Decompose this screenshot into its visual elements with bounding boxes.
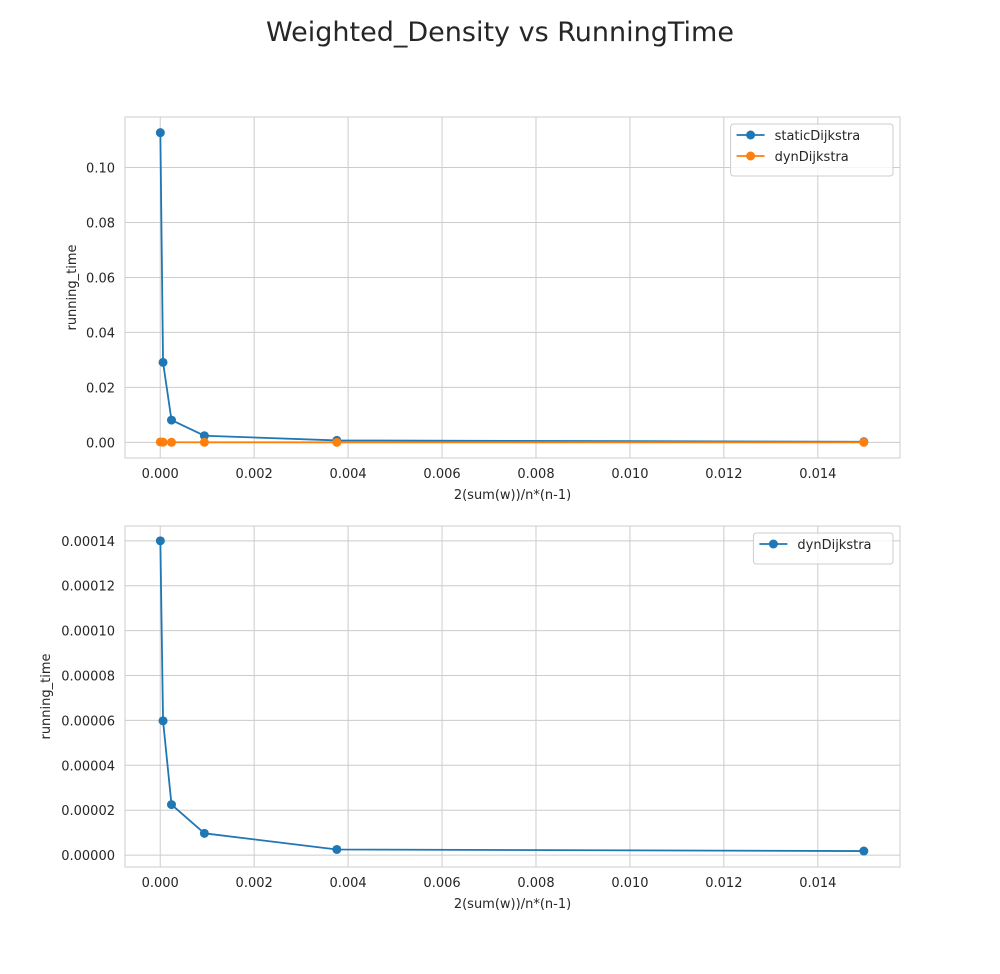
y-tick-label: 0.00 xyxy=(86,436,115,451)
x-tick-label: 0.008 xyxy=(517,467,554,482)
x-tick-label: 0.006 xyxy=(423,467,460,482)
series-line-staticDijkstra xyxy=(159,132,864,443)
data-point-staticDijkstra xyxy=(155,128,165,138)
legend-marker-dynDijkstra xyxy=(746,151,756,161)
legend-label-dynDijkstra: dynDijkstra xyxy=(775,150,849,165)
y-tick-label: 0.08 xyxy=(86,217,115,232)
y-axis-label: running_time xyxy=(65,244,80,330)
data-point-dynDijkstra xyxy=(167,437,176,447)
x-tick-label: 0.002 xyxy=(236,467,273,482)
y-tick-label: 0.00008 xyxy=(61,670,115,685)
x-tick-label: 0.010 xyxy=(611,467,648,482)
data-point-dynDijkstra xyxy=(199,437,209,447)
plot-frame xyxy=(124,525,901,868)
y-tick-label: 0.00004 xyxy=(61,759,115,774)
y-axis-label: running_time xyxy=(39,653,54,739)
data-point-dynDijkstra xyxy=(332,437,342,447)
x-tick-label: 0.014 xyxy=(799,467,836,482)
data-point-staticDijkstra xyxy=(199,431,209,441)
x-tick-label: 0.004 xyxy=(329,876,366,891)
x-tick-label: 0.008 xyxy=(517,876,554,891)
y-tick-label: 0.02 xyxy=(86,381,115,396)
x-tick-label: 0.004 xyxy=(329,467,366,482)
data-point-staticDijkstra xyxy=(167,415,176,425)
x-tick-label: 0.000 xyxy=(142,876,179,891)
y-tick-label: 0.00006 xyxy=(61,714,115,729)
y-tick-label: 0.00014 xyxy=(61,535,115,550)
y-tick-label: 0.10 xyxy=(86,162,115,177)
legend-label-dynDijkstra: dynDijkstra xyxy=(797,538,871,553)
data-point-dynDijkstra xyxy=(859,846,869,856)
x-tick-label: 0.012 xyxy=(705,876,742,891)
data-point-dynDijkstra xyxy=(158,437,168,447)
y-tick-label: 0.04 xyxy=(86,326,115,341)
x-axis-label: 2(sum(w))/n*(n-1) xyxy=(454,488,571,503)
y-tick-label: 0.00012 xyxy=(61,580,115,595)
data-point-dynDijkstra xyxy=(332,844,342,854)
x-tick-label: 0.010 xyxy=(611,876,648,891)
bottom-chart: 0.000 0.002 0.004 0.006 0.008 0.010 0.012 0.014… xyxy=(39,525,901,912)
y-tick-label: 0.06 xyxy=(86,271,115,286)
data-point-staticDijkstra xyxy=(158,357,168,367)
figure-title: Weighted_Density vs RunningTime xyxy=(266,17,734,48)
legend-label-staticDijkstra: staticDijkstra xyxy=(775,129,861,144)
data-point-dynDijkstra xyxy=(167,800,176,810)
x-axis-label: 2(sum(w))/n*(n-1) xyxy=(454,897,571,912)
x-tick-label: 0.012 xyxy=(705,467,742,482)
x-tick-label: 0.002 xyxy=(236,876,273,891)
data-point-dynDijkstra xyxy=(199,828,209,838)
legend-box xyxy=(752,532,894,565)
y-tick-label: 0.00002 xyxy=(61,804,115,819)
x-tick-label: 0.014 xyxy=(799,876,836,891)
x-tick-label: 0.000 xyxy=(142,467,179,482)
top-chart: 0.000 0.002 0.004 0.006 0.008 0.010 0.012 0.014… xyxy=(65,116,901,503)
y-tick-label: 0.00010 xyxy=(61,625,115,640)
data-point-dynDijkstra xyxy=(155,536,165,546)
legend-marker-staticDijkstra xyxy=(746,130,756,140)
y-tick-label: 0.00000 xyxy=(61,849,115,864)
legend-marker-dynDijkstra xyxy=(768,539,778,549)
series-line-dynDijkstra xyxy=(159,540,864,852)
data-point-dynDijkstra xyxy=(859,437,869,447)
data-point-dynDijkstra xyxy=(158,716,168,726)
legend-box xyxy=(730,123,894,177)
plot-frame xyxy=(124,116,901,459)
x-tick-label: 0.006 xyxy=(423,876,460,891)
